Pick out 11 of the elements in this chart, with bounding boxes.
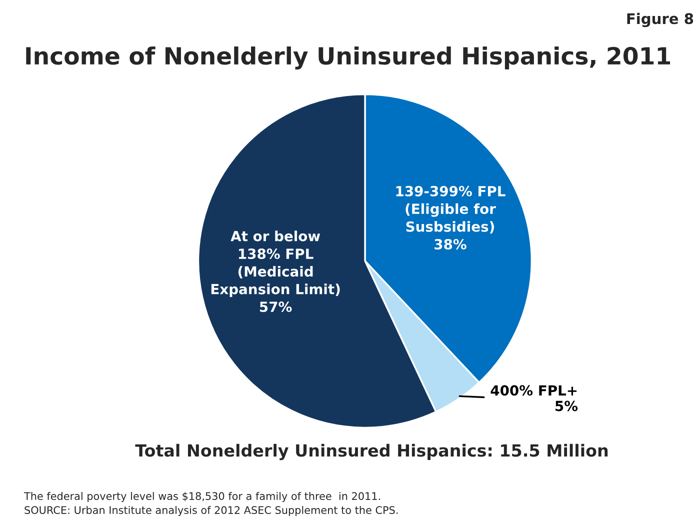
slice-label: At or below 138% FPL (Medicaid Expansion Limit) <box>211 230 340 298</box>
data-label: 38% <box>434 238 466 250</box>
text: The federal poverty level was $18,530 for a family of three in 2011. <box>24 492 380 502</box>
caption: Figure 8 <box>627 12 694 28</box>
slice-label: 139-399% FPL (Eligible for Susbsidies) <box>396 186 506 234</box>
chart-title: Income of Nonelderly Uninsured Hispanics, 2011 <box>26 46 670 70</box>
text: Total Nonelderly Uninsured Hispanics: 15.5 Million <box>135 444 608 460</box>
source-note: SOURCE: Urban Institute analysis of 2012 ASEC Supplement to the CPS. <box>24 506 398 516</box>
slice-label: 400% FPL+ <box>490 385 577 396</box>
data-label: 5% <box>556 400 578 412</box>
data-label: 57% <box>260 302 292 312</box>
